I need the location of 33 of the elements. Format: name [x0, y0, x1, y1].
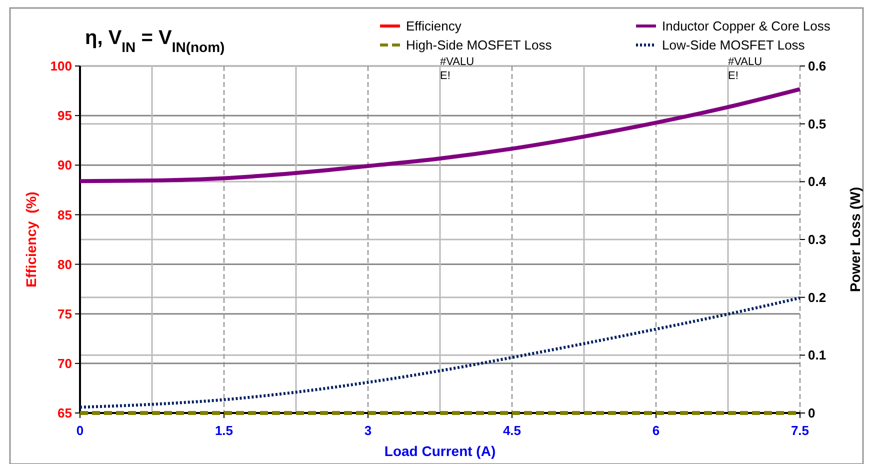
- legend-label: Inductor Copper & Core Loss: [662, 18, 831, 34]
- annotation: #VALUE!: [440, 56, 474, 82]
- line-series: [78, 296, 802, 409]
- y2-tick-label: 0: [808, 406, 816, 421]
- y-axis-title: Efficiency (%): [23, 192, 39, 288]
- y-tick-label: 70: [58, 356, 72, 371]
- y-tick-label: 80: [58, 256, 72, 272]
- legend-label: Efficiency: [406, 18, 462, 34]
- y-tick-label: 65: [58, 406, 72, 421]
- y2-tick-label: 0.3: [808, 232, 826, 248]
- legend-label: Low-Side MOSFET Loss: [662, 38, 806, 53]
- y-tick-label: 100: [50, 58, 72, 74]
- y2-tick-label: 0.6: [808, 58, 826, 74]
- y2-tick-label: 0.2: [808, 290, 826, 305]
- y-tick-label: 75: [58, 306, 72, 322]
- x-tick-label: 1.5: [214, 423, 234, 438]
- legend-label: High-Side MOSFET Loss: [406, 38, 552, 53]
- chart-title: η, V$_{IN}$ = V$_{IN(nom)}$: [85, 27, 225, 55]
- x-tick-label: 3: [364, 423, 372, 438]
- x-tick-label: 0: [76, 423, 84, 438]
- y2-tick-label: 0.4: [808, 174, 827, 190]
- x-tick-label: 7.5: [790, 423, 810, 438]
- x-tick-label: 4.5: [502, 423, 522, 438]
- y2-tick-label: 0.1: [808, 348, 826, 363]
- annotation: #VALUE!: [728, 56, 762, 82]
- y2-axis-title: Power Loss (W): [847, 186, 863, 292]
- x-axis-title: Load Current (A): [384, 443, 496, 459]
- y-tick-label: 90: [58, 158, 72, 173]
- line-series: [78, 87, 802, 184]
- x-tick-label: 6: [652, 423, 660, 438]
- y-tick-label: 85: [58, 207, 72, 222]
- y-tick-label: 95: [58, 108, 72, 124]
- y2-tick-label: 0.5: [808, 116, 826, 132]
